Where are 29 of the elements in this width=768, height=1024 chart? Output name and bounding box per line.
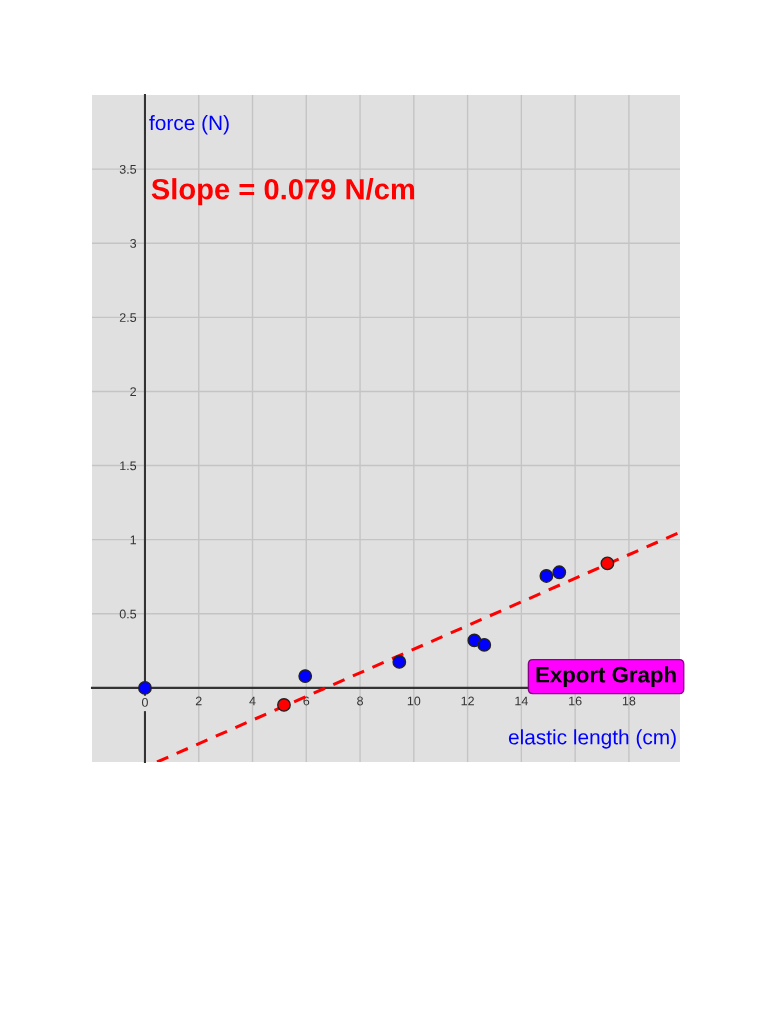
x-tick-label: 4 [249, 696, 256, 706]
point [138, 680, 152, 695]
y-tick-label: 3 [130, 239, 137, 248]
point [298, 669, 313, 683]
x-tick-label: 18 [622, 696, 636, 706]
y-tick-label: 1 [130, 535, 137, 545]
y-axis-title: force (N) [149, 115, 229, 135]
x-tick-label: 14 [515, 696, 528, 706]
y-tick-label: 2 [130, 387, 137, 396]
y-tick-label: 1.5 [120, 461, 137, 471]
x-axis-title: elastic length (cm) [508, 729, 676, 749]
x-tick-label: 8 [357, 696, 363, 706]
annotation: Slope = 0.079 N/cm [151, 178, 415, 206]
point [600, 556, 615, 571]
x-tick-label: 10 [407, 696, 421, 706]
point [552, 565, 567, 580]
y-tick-label: 2.5 [119, 313, 137, 322]
x-tick-label: 16 [569, 696, 582, 706]
annotation: Export Graph [536, 666, 676, 687]
y-tick-label: 0.5 [119, 609, 137, 619]
point [277, 698, 291, 712]
x-tick-label: 0 [141, 697, 148, 707]
point [539, 569, 554, 583]
x-tick-label: 2 [195, 696, 202, 706]
point [477, 637, 492, 652]
point [392, 655, 407, 669]
x-tick-label: 6 [303, 696, 310, 706]
x-tick-label: 12 [461, 696, 474, 706]
y-tick-label: 3.5 [119, 164, 137, 174]
